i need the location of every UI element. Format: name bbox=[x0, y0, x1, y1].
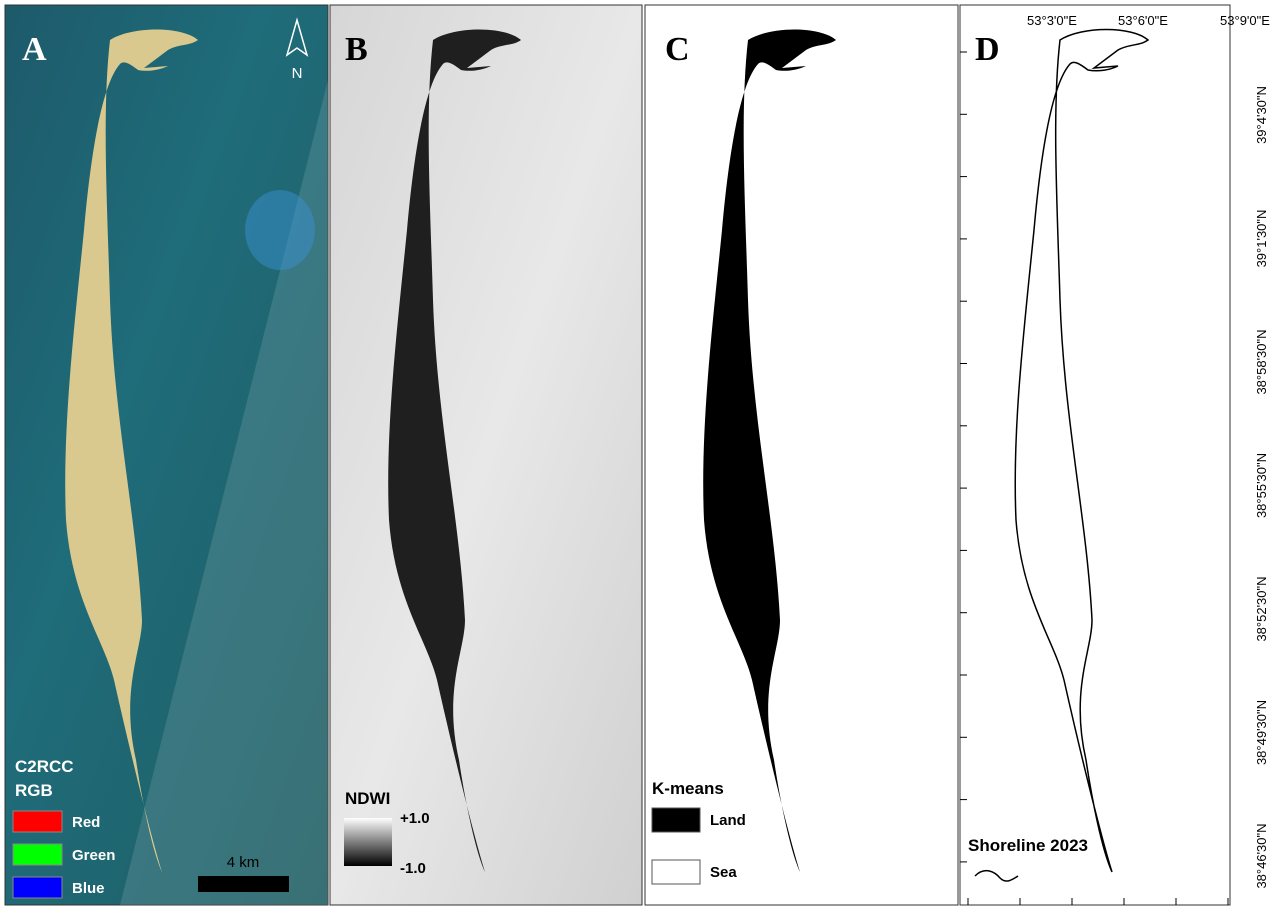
ramp-max-label: +1.0 bbox=[400, 810, 430, 827]
panel-label: A bbox=[22, 31, 47, 68]
legend-title: NDWI bbox=[345, 789, 390, 808]
legend-swatch bbox=[13, 811, 62, 832]
panel-b-frame bbox=[330, 5, 642, 905]
scale-bar-label: 4 km bbox=[227, 854, 260, 871]
legend-label: Blue bbox=[72, 880, 105, 897]
turbid-water bbox=[245, 190, 315, 270]
panel-c: C K-means Land Sea bbox=[645, 5, 958, 905]
legend-label: Red bbox=[72, 814, 100, 831]
figure: A N C2RCC RGB Red Green Blue 4 km B NDWI +… bbox=[0, 0, 1283, 907]
legend-label: Land bbox=[710, 812, 746, 829]
legend-swatch bbox=[13, 844, 62, 865]
longitude-label: 53°3'0"E bbox=[1027, 13, 1077, 28]
legend-label: Green bbox=[72, 847, 115, 864]
scale-bar bbox=[198, 876, 289, 892]
panel-b: B NDWI +1.0 -1.0 bbox=[330, 5, 642, 905]
latitude-label: 38°55'30"N bbox=[1254, 453, 1269, 518]
panel-c-frame bbox=[645, 5, 958, 905]
latitude-label: 38°52'30"N bbox=[1254, 576, 1269, 641]
panel-label: C bbox=[665, 31, 690, 68]
legend-title: K-means bbox=[652, 779, 724, 798]
panel-label: D bbox=[975, 31, 1000, 68]
longitude-label: 53°9'0"E bbox=[1220, 13, 1270, 28]
legend-label: Sea bbox=[710, 864, 737, 881]
legend-title: RGB bbox=[15, 781, 53, 800]
panel-d: D Shoreline 2023 53°3'0"E 53°6'0"E 53°9'0"… bbox=[960, 5, 1270, 905]
latitude-label: 38°58'30"N bbox=[1254, 329, 1269, 394]
legend-swatch bbox=[652, 808, 700, 832]
panel-d-frame bbox=[960, 5, 1230, 905]
latitude-label: 38°46'30"N bbox=[1254, 823, 1269, 888]
legend-title: C2RCC bbox=[15, 757, 74, 776]
latitude-label: 39°4'30"N bbox=[1254, 86, 1269, 144]
legend-swatch bbox=[13, 877, 62, 898]
ramp-min-label: -1.0 bbox=[400, 860, 426, 877]
color-ramp bbox=[344, 818, 392, 866]
latitude-label: 39°1'30"N bbox=[1254, 210, 1269, 268]
panel-label: B bbox=[345, 31, 368, 68]
legend-title: Shoreline 2023 bbox=[968, 836, 1088, 855]
legend-swatch bbox=[652, 860, 700, 884]
longitude-label: 53°6'0"E bbox=[1118, 13, 1168, 28]
latitude-label: 38°49'30"N bbox=[1254, 700, 1269, 765]
panel-a: A N C2RCC RGB Red Green Blue 4 km bbox=[5, 5, 328, 905]
north-label: N bbox=[292, 65, 303, 82]
